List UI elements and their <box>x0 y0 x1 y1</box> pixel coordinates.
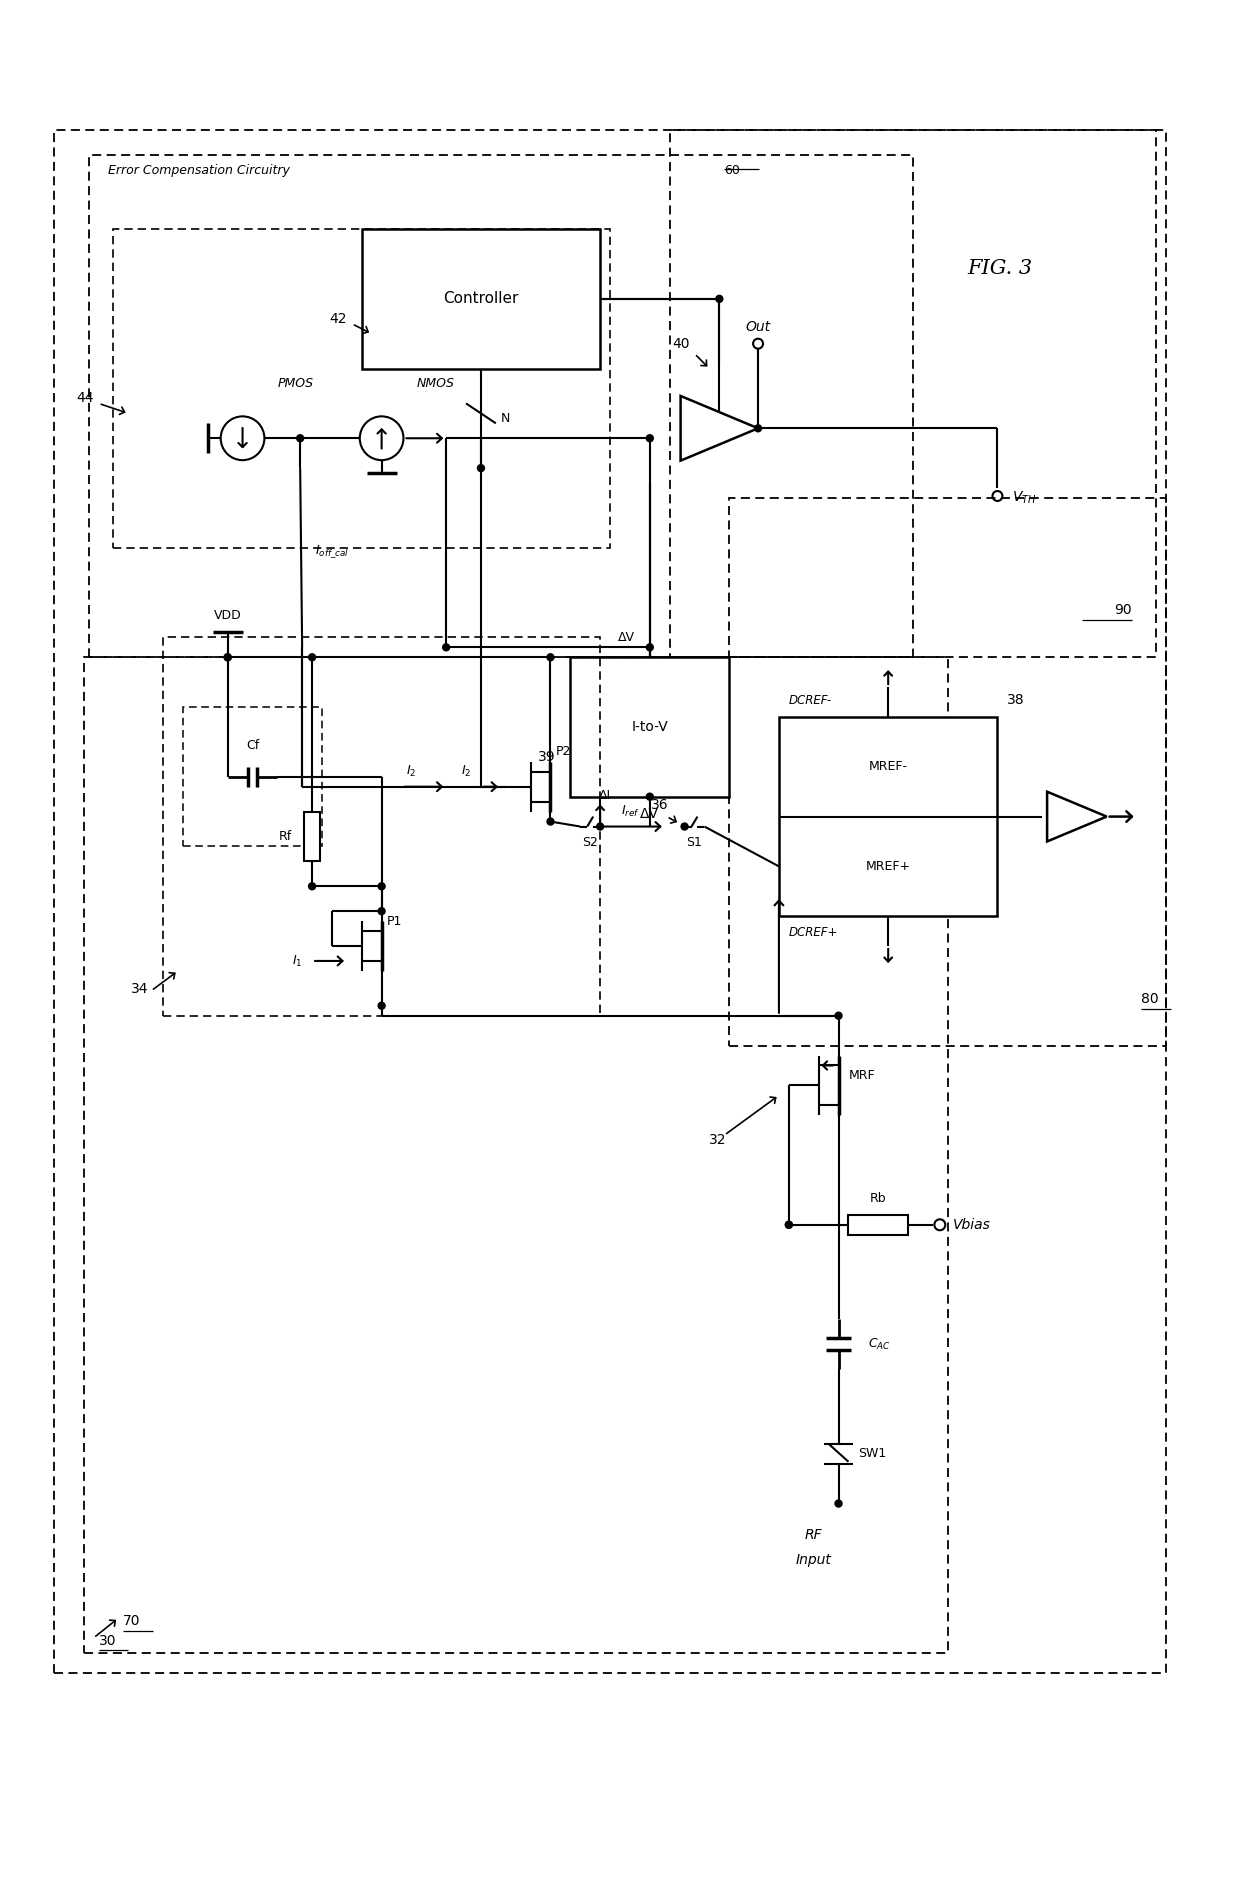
Text: ΔI: ΔI <box>599 789 611 802</box>
Text: P2: P2 <box>556 745 570 758</box>
Circle shape <box>785 1221 792 1229</box>
Circle shape <box>596 823 604 830</box>
Bar <box>362 229 600 368</box>
Circle shape <box>547 817 554 825</box>
Bar <box>88 154 913 658</box>
Circle shape <box>547 654 554 662</box>
Bar <box>570 658 729 796</box>
Circle shape <box>715 296 723 301</box>
Text: $I_1$: $I_1$ <box>291 954 303 969</box>
Bar <box>164 637 600 1016</box>
Text: NMOS: NMOS <box>417 377 454 391</box>
Text: $I_{ref}$: $I_{ref}$ <box>620 804 640 819</box>
Text: $V_{TH}$: $V_{TH}$ <box>1012 489 1037 506</box>
Text: MREF-: MREF- <box>869 760 908 774</box>
Text: VDD: VDD <box>213 609 242 622</box>
Text: S2: S2 <box>583 836 598 849</box>
Circle shape <box>309 654 315 662</box>
Text: 36: 36 <box>651 798 668 811</box>
Text: 39: 39 <box>538 749 556 764</box>
Text: 34: 34 <box>130 982 149 995</box>
Text: SW1: SW1 <box>858 1447 887 1460</box>
Text: MRF: MRF <box>848 1069 875 1083</box>
Circle shape <box>443 645 450 650</box>
Circle shape <box>835 1012 842 1020</box>
Polygon shape <box>681 396 758 461</box>
Text: 44: 44 <box>76 391 93 406</box>
Text: Error Compensation Circuitry: Error Compensation Circuitry <box>108 165 294 178</box>
Bar <box>53 129 1167 1672</box>
Bar <box>184 707 322 846</box>
Text: MREF+: MREF+ <box>866 861 910 872</box>
Text: 90: 90 <box>1114 603 1132 618</box>
Text: FIG. 3: FIG. 3 <box>967 260 1033 279</box>
Text: PMOS: PMOS <box>278 377 314 391</box>
Circle shape <box>477 465 485 472</box>
Bar <box>779 717 997 916</box>
Text: Cf: Cf <box>246 739 259 753</box>
Text: $C_{AC}$: $C_{AC}$ <box>868 1337 892 1352</box>
Circle shape <box>378 884 386 889</box>
Circle shape <box>224 654 231 662</box>
Circle shape <box>681 823 688 830</box>
Bar <box>670 129 1157 658</box>
Text: 60: 60 <box>724 165 740 178</box>
Text: ΔV: ΔV <box>640 806 660 821</box>
Bar <box>729 499 1167 1045</box>
Circle shape <box>224 654 231 662</box>
Text: RF: RF <box>805 1528 822 1543</box>
Text: DCREF-: DCREF- <box>789 694 832 707</box>
Text: $I_2$: $I_2$ <box>407 764 417 779</box>
Circle shape <box>378 1003 386 1009</box>
Bar <box>83 658 947 1653</box>
Text: P1: P1 <box>387 914 402 927</box>
Text: Controller: Controller <box>443 292 518 307</box>
Text: I-to-V: I-to-V <box>631 720 668 734</box>
Circle shape <box>646 645 653 650</box>
Bar <box>113 229 610 548</box>
Text: $I_{off\_cal}$: $I_{off\_cal}$ <box>315 542 348 559</box>
Text: 30: 30 <box>98 1634 117 1648</box>
Text: S1: S1 <box>687 836 702 849</box>
Circle shape <box>835 1500 842 1507</box>
Circle shape <box>646 434 653 442</box>
Text: DCREF+: DCREF+ <box>789 925 838 939</box>
Bar <box>304 811 320 861</box>
Text: 70: 70 <box>123 1613 141 1629</box>
Circle shape <box>296 434 304 442</box>
Polygon shape <box>1047 793 1107 842</box>
Text: N: N <box>501 411 510 425</box>
Text: 80: 80 <box>1142 992 1159 1005</box>
Circle shape <box>755 425 761 432</box>
Text: ΔV: ΔV <box>618 631 635 645</box>
Text: Input: Input <box>796 1553 832 1568</box>
Circle shape <box>785 1221 792 1229</box>
Text: Out: Out <box>745 320 770 334</box>
Text: Vbias: Vbias <box>952 1217 991 1232</box>
Text: 38: 38 <box>1007 694 1025 707</box>
Text: 42: 42 <box>330 311 347 326</box>
Bar <box>848 1215 908 1234</box>
Text: Rf: Rf <box>279 830 293 844</box>
Circle shape <box>378 908 386 914</box>
Circle shape <box>309 884 315 889</box>
Text: Rb: Rb <box>870 1193 887 1204</box>
Text: 40: 40 <box>672 337 689 351</box>
Text: 32: 32 <box>709 1134 727 1147</box>
Text: $I_2$: $I_2$ <box>461 764 471 779</box>
Circle shape <box>646 793 653 800</box>
